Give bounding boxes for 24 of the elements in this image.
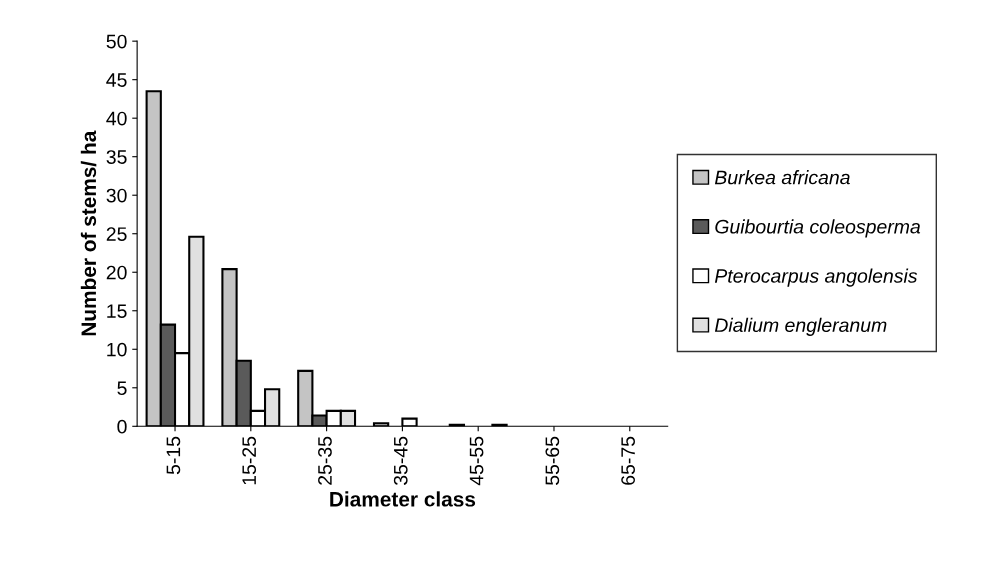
x-tick-label: 65-75 <box>621 436 635 485</box>
x-tick-label: 55-65 <box>545 436 560 485</box>
y-tick-label: 0 <box>117 419 127 434</box>
x-tick-label: 45-55 <box>469 436 484 486</box>
y-tick-label: 35 <box>106 150 127 164</box>
legend-label: Guibourtia coleosperma <box>715 219 921 238</box>
y-tick-label: 30 <box>106 188 127 203</box>
legend-label: Burkea africana <box>714 170 850 185</box>
y-tick-label: 15 <box>107 304 127 318</box>
y-tick-label: 20 <box>106 265 127 280</box>
y-tick-label: 25 <box>106 227 127 241</box>
x-tick-label: 5-15 <box>166 436 181 475</box>
y-tick-label: 50 <box>106 34 127 49</box>
legend-label: Dialium engleranum <box>714 317 887 336</box>
y-tick-label: 40 <box>106 111 127 126</box>
y-axis-title: Number of stems/ ha <box>80 130 97 336</box>
x-axis-title: Diameter class <box>330 491 476 507</box>
legend-label: Pterocarpus angolensis <box>714 268 918 287</box>
y-tick-label: 5 <box>117 381 127 396</box>
y-tick-label: 45 <box>106 73 127 87</box>
x-tick-label: 15-25 <box>242 436 257 485</box>
x-tick-label: 25-35 <box>318 436 332 485</box>
y-tick-label: 10 <box>107 342 127 357</box>
x-tick-label: 35-45 <box>393 436 408 486</box>
